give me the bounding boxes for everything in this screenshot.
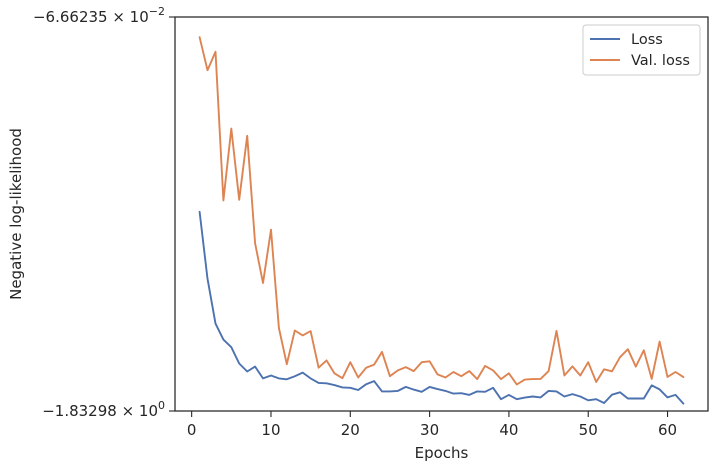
x-tick-label: 20 [341, 421, 360, 439]
plot-frame [174, 16, 709, 412]
x-tick-label: 60 [658, 421, 677, 439]
legend-label: Val. loss [631, 53, 690, 69]
legend-box [582, 24, 701, 76]
y-axis-ticks: −6.66235 × 10−2 −1.83298 × 100 [33, 5, 175, 420]
x-tick-label: 50 [579, 421, 598, 439]
y-tick-label: −6.66235 × 10−2 [33, 5, 165, 26]
x-tick-label: 30 [420, 421, 439, 439]
series-line-loss [198, 210, 685, 405]
x-tick-label: 0 [187, 421, 197, 439]
x-axis-ticks: 0 10 20 30 40 50 60 [187, 411, 677, 439]
x-axis-label: Epochs [415, 444, 469, 462]
y-tick-label: −1.83298 × 100 [42, 399, 165, 420]
legend: Loss Val. loss [582, 24, 701, 76]
series-layer [198, 36, 685, 405]
legend-label: Loss [631, 32, 663, 48]
y-axis-label: Negative log-likelihood [7, 128, 25, 300]
x-tick-label: 10 [261, 421, 280, 439]
x-tick-label: 40 [499, 421, 518, 439]
series-line-val-loss [198, 36, 685, 386]
plot-background [175, 17, 708, 411]
